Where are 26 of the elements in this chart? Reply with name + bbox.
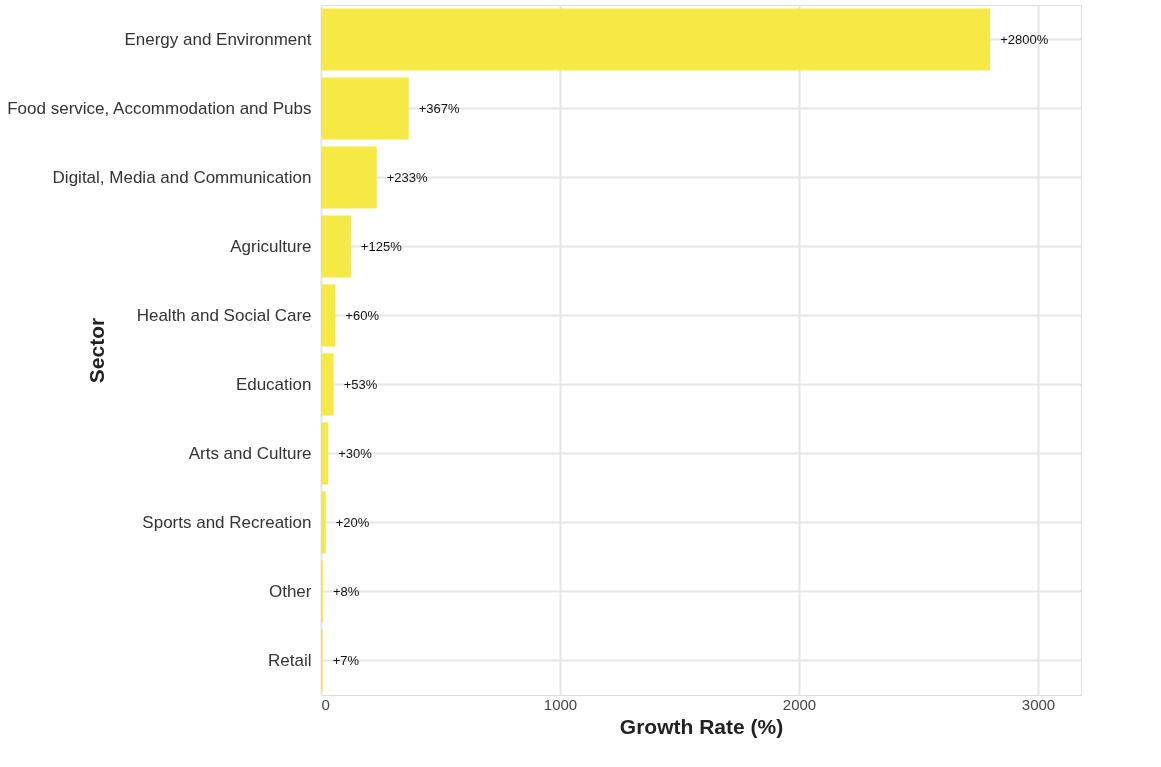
data-label: +2800% — [1000, 31, 1049, 47]
y-tick-label: Food service, Accommodation and Pubs — [7, 98, 312, 118]
data-label: +233% — [386, 169, 428, 185]
y-tick-label: Education — [235, 374, 312, 394]
data-label: +7% — [332, 652, 360, 668]
y-tick-label: Other — [268, 581, 312, 601]
y-tick-label: Agriculture — [230, 236, 312, 256]
x-tick-label: 0 — [321, 695, 330, 713]
data-label: +20% — [335, 514, 370, 530]
x-tick-label: 2000 — [782, 695, 817, 713]
data-label: +30% — [338, 445, 373, 461]
y-tick-label: Arts and Culture — [188, 443, 312, 463]
x-tick-label: 1000 — [543, 695, 578, 713]
y-tick-label: Sports and Recreation — [142, 512, 312, 532]
y-tick-label: Retail — [268, 650, 312, 670]
data-label: +60% — [345, 307, 380, 323]
y-tick-label: Digital, Media and Communication — [52, 167, 312, 187]
data-label: +125% — [360, 238, 403, 254]
data-label: +53% — [343, 376, 378, 392]
data-label: +8% — [332, 583, 360, 599]
data-label: +367% — [418, 100, 460, 116]
y-tick-label: Energy and Environment — [124, 29, 312, 49]
y-tick-label: Health and Social Care — [136, 305, 312, 325]
x-tick-label: 3000 — [1021, 695, 1056, 713]
y-axis-title: Sector — [84, 317, 108, 384]
x-axis-title: Growth Rate (%) — [619, 714, 784, 738]
